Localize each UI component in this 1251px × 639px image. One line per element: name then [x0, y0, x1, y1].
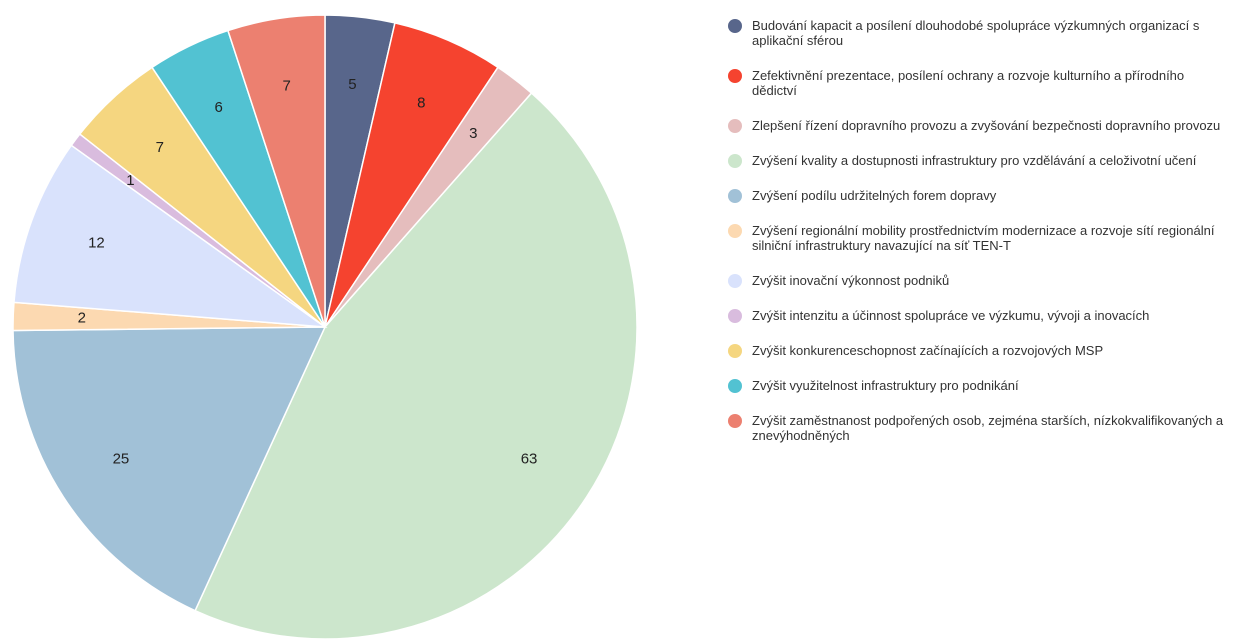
legend-swatch — [728, 309, 742, 323]
legend-item: Zvýšit zaměstnanost podpořených osob, ze… — [728, 413, 1243, 443]
slice-label: 1 — [126, 172, 134, 189]
legend-swatch — [728, 189, 742, 203]
slice-label: 7 — [156, 139, 164, 156]
legend-label: Zvýšit využitelnost infrastruktury pro p… — [752, 378, 1019, 393]
legend-item: Zvýšení regionální mobility prostřednict… — [728, 223, 1243, 253]
legend-label: Zvýšit zaměstnanost podpořených osob, ze… — [752, 413, 1224, 443]
legend-swatch — [728, 69, 742, 83]
slice-label: 8 — [417, 94, 425, 111]
legend-swatch — [728, 379, 742, 393]
slice-label: 25 — [113, 451, 130, 468]
chart: 5 8 3 63 25 2 12 1 7 6 7 — [12, 14, 638, 639]
legend-item: Zvýšit využitelnost infrastruktury pro p… — [728, 378, 1243, 393]
legend-swatch — [728, 344, 742, 358]
legend-swatch — [728, 154, 742, 168]
legend-item: Zvýšení kvality a dostupnosti infrastruk… — [728, 153, 1243, 168]
legend-item: Zefektivnění prezentace, posílení ochran… — [728, 68, 1243, 98]
legend-label: Zefektivnění prezentace, posílení ochran… — [752, 68, 1185, 98]
slice-label: 5 — [348, 76, 356, 93]
legend-item: Zlepšení řízení dopravního provozu a zvy… — [728, 118, 1243, 133]
legend-label: Zlepšení řízení dopravního provozu a zvy… — [752, 118, 1221, 133]
legend-item: Zvýšit intenzitu a účinnost spolupráce v… — [728, 308, 1243, 323]
slice-label: 12 — [88, 234, 105, 251]
legend-label: Zvýšit intenzitu a účinnost spolupráce v… — [752, 308, 1150, 323]
legend-item: Zvýšit konkurenceschopnost začínajících … — [728, 343, 1243, 358]
slice-label: 2 — [78, 310, 86, 327]
slice-label: 63 — [521, 451, 538, 468]
legend-swatch — [728, 414, 742, 428]
slice-label: 6 — [215, 99, 223, 116]
pie-slice — [12, 326, 327, 612]
legend-item: Zvýšit inovační výkonnost podniků — [728, 273, 1243, 288]
legend-swatch — [728, 274, 742, 288]
legend-label: Zvýšení regionální mobility prostřednict… — [752, 223, 1215, 253]
legend-label: Zvýšení kvality a dostupnosti infrastruk… — [752, 153, 1197, 168]
pie-slice — [226, 14, 326, 328]
legend-swatch — [728, 119, 742, 133]
legend-label: Zvýšení podílu udržitelných forem doprav… — [752, 188, 997, 203]
legend-item: Budování kapacit a posílení dlouhodobé s… — [728, 18, 1243, 48]
legend-swatch — [728, 19, 742, 33]
legend-label: Zvýšit konkurenceschopnost začínajících … — [752, 343, 1104, 358]
legend-label: Budování kapacit a posílení dlouhodobé s… — [752, 18, 1200, 48]
legend-item: Zvýšení podílu udržitelných forem doprav… — [728, 188, 1243, 203]
legend: Budování kapacit a posílení dlouhodobé s… — [728, 18, 1243, 463]
legend-label: Zvýšit inovační výkonnost podniků — [752, 273, 950, 288]
legend-swatch — [728, 224, 742, 238]
pie-slice — [13, 144, 328, 328]
slice-label: 7 — [282, 78, 290, 95]
slice-label: 3 — [469, 125, 477, 142]
